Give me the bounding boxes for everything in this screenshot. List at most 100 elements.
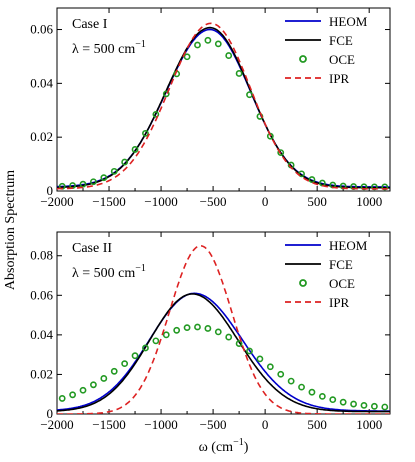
oce-point [298, 383, 305, 391]
oce-point [90, 178, 97, 186]
ipr-series-line [57, 22, 390, 190]
oce-point [121, 360, 129, 368]
y-tick-label: 0 [47, 183, 54, 198]
oce-point [350, 400, 357, 408]
oce-point [204, 36, 212, 44]
oce-point [173, 326, 181, 334]
panel-case-1: −2000 −1500 −1000 −500 0 500 1000 0 0.02 0.04 0.06… [30, 7, 391, 209]
ipr-series-line [57, 244, 390, 414]
y-tick-label: 0.08 [30, 248, 53, 263]
x-tick-label: −2000 [40, 194, 73, 209]
panel-case-2: −2000 −1500 −1000 −500 0 500 1000 0 0.02 0.04 0.06… [30, 231, 391, 455]
ipr-legend-label: IPR [329, 71, 350, 86]
oce-point [339, 398, 347, 406]
oce-point [204, 325, 212, 332]
oce-point [79, 386, 87, 394]
oce-point [58, 395, 66, 402]
x-tick-label: −2000 [40, 417, 73, 432]
y-tick-label: 0.06 [30, 22, 53, 37]
oce-point [162, 331, 170, 339]
oce-point [246, 91, 253, 99]
plot-frame [56, 7, 391, 192]
oce-point [277, 370, 285, 378]
oce-point [131, 146, 139, 153]
oce-legend-swatch [299, 279, 307, 287]
oce-point [183, 53, 191, 61]
y-tick-label: 0.02 [30, 366, 53, 381]
y-tick-label: 0 [47, 406, 54, 421]
fce-legend-label: FCE [329, 257, 353, 272]
oce-point [308, 176, 316, 183]
y-axis-label: Absorption Spectrum [3, 170, 18, 290]
oce-point [121, 158, 129, 166]
x-tick-label: −500 [200, 194, 227, 209]
oce-point [110, 367, 118, 375]
oce-point [225, 52, 233, 59]
oce-point [152, 110, 160, 118]
heom-legend-label: HEOM [329, 14, 368, 29]
oce-point [246, 347, 253, 355]
fce-legend-label: FCE [329, 33, 353, 48]
oce-point [360, 401, 368, 409]
oce-point [142, 129, 149, 137]
y-tick-label: 0.04 [30, 327, 53, 342]
oce-point [277, 149, 285, 157]
x-tick-label: 0 [262, 417, 269, 432]
y-tick-label: 0.06 [30, 287, 53, 302]
x-tick-label: −1500 [92, 194, 125, 209]
oce-point [370, 402, 378, 410]
y-tick-label: 0.04 [30, 75, 53, 90]
heom-series-line [57, 292, 390, 412]
x-tick-label: −1000 [144, 194, 177, 209]
x-tick-label: 1000 [356, 194, 382, 209]
x-axis-label-end: ) [244, 440, 249, 455]
oce-point [266, 363, 274, 371]
oce-point [131, 352, 139, 360]
oce-point [69, 391, 77, 399]
plot-area [57, 244, 390, 414]
oce-legend-label: OCE [329, 276, 355, 291]
oce-legend-label: OCE [329, 52, 355, 67]
x-tick-label: 500 [307, 417, 327, 432]
x-axis-label: ω (cm−1) [199, 437, 249, 455]
oce-point [79, 180, 87, 188]
oce-point [235, 340, 243, 347]
oce-point [110, 167, 118, 175]
oce-point [90, 381, 97, 389]
oce-point [225, 333, 233, 341]
oce-point [214, 328, 222, 336]
x-tick-label: 0 [262, 194, 269, 209]
heom-legend-label: HEOM [329, 238, 368, 253]
lambda-label: λ = 500 cm−1 [72, 263, 146, 281]
oce-point [329, 396, 337, 404]
x-tick-label: −500 [200, 417, 227, 432]
case-label: Case II [72, 241, 112, 256]
fce-series-line [57, 293, 390, 413]
ipr-legend-label: IPR [329, 295, 350, 310]
oce-point [318, 392, 326, 400]
oce-point [100, 174, 108, 182]
x-tick-label: 1000 [356, 417, 382, 432]
oce-point [142, 344, 149, 352]
oce-point [100, 375, 108, 382]
lambda-label: λ = 500 cm−1 [72, 39, 146, 57]
oce-point [183, 324, 191, 332]
oce-point [194, 41, 201, 49]
oce-point [194, 323, 201, 331]
x-tick-label: −1000 [144, 417, 177, 432]
x-axis-unit-superscript: −1 [233, 437, 244, 448]
lambda-unit-superscript: −1 [135, 39, 146, 50]
oce-point [381, 403, 389, 411]
oce-point [256, 355, 264, 363]
oce-point [214, 40, 222, 48]
oce-point [298, 170, 305, 178]
case-label: Case I [72, 17, 108, 32]
oce-legend-swatch [299, 55, 307, 63]
y-tick-label: 0.02 [30, 129, 53, 144]
oce-point [162, 90, 170, 98]
oce-point [152, 337, 160, 345]
x-tick-label: 500 [307, 194, 327, 209]
oce-point [235, 70, 243, 77]
lambda-unit-superscript: −1 [135, 263, 146, 274]
